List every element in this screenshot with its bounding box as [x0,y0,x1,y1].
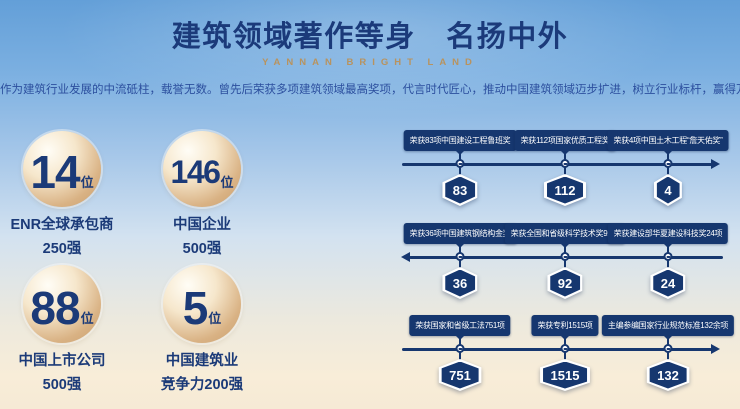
stat-label: 中国上市公司 500强 [19,350,106,398]
stat-label-line1: 中国上市公司 [18,353,106,369]
stat-unit: 位 [208,311,222,326]
badge-value: 92 [549,269,581,297]
label-pointer-icon [455,150,465,155]
stat-label: 中国建筑业 竞争力200强 [161,350,243,398]
hexagon-badge: 83 [442,174,478,206]
page-title: 建筑领域著作等身 名扬中外 [171,21,569,53]
hexagon-badge: 132 [646,359,690,391]
stat-card-enr: 14 位 ENR全球承包商 250强 [0,128,132,262]
connector-stem [667,246,669,257]
stat-card-listed-company: 88 位 中国上市公司 500强 [0,262,132,402]
badge-value: 4 [656,176,680,204]
stats-grid: 14 位 ENR全球承包商 250强 146 位 中国企业 500强 [0,128,272,402]
badge-value: 112 [546,176,584,204]
stat-label-line1: ENR全球承包商 [10,217,114,234]
arrow-left-icon [401,252,410,262]
hexagon-badge: 112 [544,174,586,206]
label-pointer-icon [560,335,570,340]
connector-stem [667,338,669,349]
stat-value: 146 [170,153,221,190]
stat-card-competitiveness: 5 位 中国建筑业 竞争力200强 [132,262,272,402]
connector-stem [459,153,461,164]
connector-stem [564,153,566,164]
connector-stem [564,246,566,257]
badge-value: 83 [444,176,476,204]
connector-stem [564,352,566,361]
stat-circle: 146 位 [163,131,241,208]
arrow-right-icon [711,344,720,354]
stat-card-china-enterprise: 146 位 中国企业 500强 [132,128,272,262]
badge-value: 751 [441,361,479,389]
connector-stem [667,352,669,361]
stat-label-line1: 中国企业 [173,217,231,234]
stat-unit: 位 [80,175,94,191]
label-pointer-icon [663,243,673,248]
stat-value: 88 [30,281,80,334]
award-label: 荣获国家和省级工法751项 [409,315,511,336]
connector-stem [564,338,566,349]
page-subtitle: YANNAN BRIGHT LAND [262,57,478,68]
arrow-right-icon [711,159,720,169]
badge-value: 36 [444,269,476,297]
connector-stem [459,338,461,349]
hexagon-badge: 92 [547,267,583,299]
stat-label-line2: 500强 [182,241,222,258]
hexagon-badge: 36 [442,267,478,299]
stat-label-line2: 500强 [42,376,82,393]
label-pointer-icon [663,150,673,155]
hexagon-badge: 4 [653,174,683,206]
stat-unit: 位 [80,311,94,326]
hexagon-badge: 1515 [540,359,590,391]
stat-label-line2: 竞争力200强 [160,376,244,393]
award-label: 荣获83项中国建设工程鲁班奖 [403,130,517,151]
connector-stem [564,167,566,176]
awards-timeline: 荣获83项中国建设工程鲁班奖 83 荣获112项国家优质工程奖 112 荣获4项… [400,0,740,409]
connector-stem [459,352,461,361]
timeline-axis [402,163,712,166]
label-pointer-icon [560,150,570,155]
stat-circle: 88 位 [23,265,101,343]
label-pointer-icon [455,243,465,248]
stat-label-line2: 250强 [42,241,82,258]
award-label: 荣获全国和省级科学技术奖92项 [504,223,626,244]
label-pointer-icon [663,335,673,340]
connector-stem [667,153,669,164]
timeline-row-1: 荣获83项中国建设工程鲁班奖 83 荣获112项国家优质工程奖 112 荣获4项… [400,130,740,208]
award-label: 荣获专利1515项 [531,315,599,336]
connector-stem [459,260,461,269]
award-label: 荣获36项中国建筑钢结构金奖 [403,223,517,244]
timeline-row-2: 荣获36项中国建筑钢结构金奖 36 荣获全国和省级科学技术奖92项 92 荣获建… [400,223,740,301]
connector-stem [459,246,461,257]
page-description: 作为建筑行业发展的中流砥柱，载誉无数。曾先后荣获多项建筑领域最高奖项，代言时代匠… [0,84,740,96]
hexagon-badge: 24 [650,267,686,299]
stat-unit: 位 [220,175,234,191]
connector-stem [459,167,461,176]
connector-stem [564,260,566,269]
stat-label: 中国企业 500强 [173,214,231,262]
hexagon-badge: 751 [438,359,482,391]
award-label: 荣获建设部华夏建设科技奖24项 [607,223,729,244]
award-label: 主编参编国家行业规范标准132余项 [601,315,735,336]
stat-circle: 5 位 [163,265,241,343]
stat-circle: 14 位 [23,131,101,208]
award-label: 荣获4项中国土木工程“詹天佑奖” [607,130,729,151]
badge-value: 1515 [542,361,588,389]
stat-value: 5 [182,281,209,334]
stat-value: 14 [30,145,80,198]
timeline-axis [402,348,712,351]
label-pointer-icon [455,335,465,340]
stat-label-line1: 中国建筑业 [165,353,239,369]
label-pointer-icon [560,243,570,248]
timeline-row-3: 荣获国家和省级工法751项 751 荣获专利1515项 1515 主编参编国家行… [400,315,740,393]
award-label: 荣获112项国家优质工程奖 [514,130,616,151]
badge-value: 132 [649,361,687,389]
connector-stem [667,260,669,269]
stat-label: ENR全球承包商 250强 [10,214,113,262]
badge-value: 24 [652,269,684,297]
connector-stem [667,167,669,176]
